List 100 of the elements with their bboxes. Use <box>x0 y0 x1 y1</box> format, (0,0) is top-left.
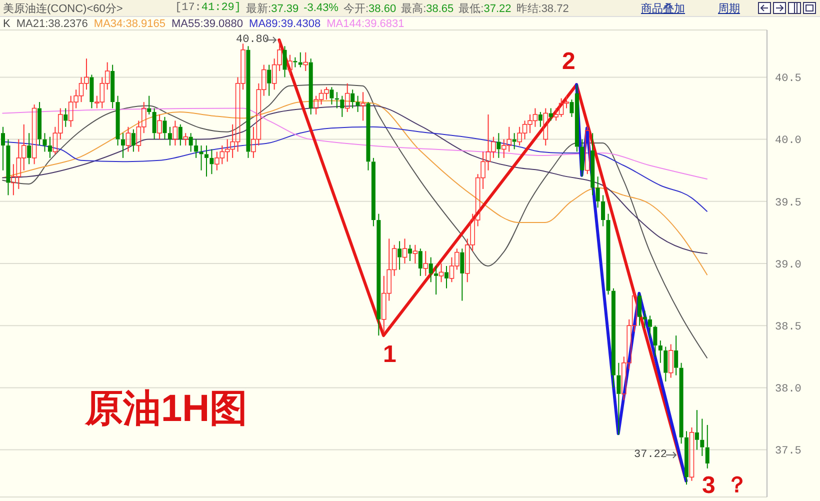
candlestick <box>147 95 152 115</box>
annotation: 1 <box>383 341 396 368</box>
candlestick <box>418 248 422 276</box>
candlestick <box>350 89 355 109</box>
candlestick <box>376 213 381 336</box>
candlestick <box>168 126 172 146</box>
y-tick-label: 40.0 <box>775 135 802 148</box>
candlestick <box>668 344 674 378</box>
text: 最高:38.65 <box>401 2 454 14</box>
text: 周期 <box>718 2 740 16</box>
y-tick-label: 39.0 <box>775 259 802 272</box>
candlestick <box>188 132 193 152</box>
candlestick <box>694 410 699 450</box>
text: 最低:37.22 <box>458 2 512 14</box>
candlestick <box>1 126 5 171</box>
text: 昨结:38.72 <box>516 2 569 14</box>
candlestick <box>282 46 287 78</box>
candlestick <box>700 418 704 457</box>
candlestick <box>48 136 52 158</box>
candlestick <box>428 256 433 283</box>
candlestick <box>27 132 32 165</box>
candlestick <box>157 114 162 140</box>
text: 今开:38.60 <box>343 2 396 14</box>
candlestick <box>402 238 408 264</box>
candlestick <box>110 64 115 109</box>
candlestick <box>679 362 684 444</box>
candlestick <box>246 46 250 158</box>
candlestick <box>434 265 438 296</box>
candlestick <box>131 128 136 152</box>
text: 最新:37.39 <box>246 2 299 14</box>
candlestick <box>38 102 42 146</box>
candlestick <box>42 132 47 152</box>
candlestick <box>356 95 360 112</box>
candlestick <box>496 132 501 158</box>
candlestick <box>689 426 694 482</box>
line-series <box>2 126 708 212</box>
text: MA55:39.0880 <box>171 18 244 30</box>
annotation: 37.22 <box>634 449 668 461</box>
candlestick <box>444 265 449 289</box>
candlestick <box>398 240 402 270</box>
candlestick <box>658 340 662 364</box>
candlestick <box>162 116 167 140</box>
candlestick <box>183 132 188 146</box>
candlestick <box>116 95 120 146</box>
candlestick <box>360 92 366 122</box>
candlestick <box>674 335 678 376</box>
annotation: ？ <box>726 472 748 497</box>
candlestick <box>512 132 516 150</box>
candlestick <box>172 120 178 146</box>
candlestick <box>267 64 272 96</box>
candlestick <box>308 58 313 115</box>
text: MA34:38.9165 <box>94 18 166 30</box>
candlestick <box>648 315 652 339</box>
candlestick <box>298 52 302 68</box>
annotation: 原油1H图 <box>85 388 248 430</box>
candlestick <box>204 145 208 178</box>
candlestick <box>543 108 548 146</box>
candlestick <box>664 346 668 382</box>
candlestick <box>616 362 621 436</box>
text: MA89:39.4308 <box>249 18 321 30</box>
y-tick-label: 38.5 <box>775 322 802 334</box>
candlestick <box>642 310 647 329</box>
candlestick <box>194 138 198 158</box>
candlestick <box>371 157 376 227</box>
candlestick <box>408 244 412 262</box>
candlestick <box>580 138 584 178</box>
line-series <box>2 108 708 180</box>
y-tick-label: 37.5 <box>775 446 802 458</box>
text: MA144:39.6831 <box>326 18 404 30</box>
candlestick <box>303 52 308 72</box>
candlestick <box>6 138 10 196</box>
candlestick <box>199 145 204 171</box>
candlestick <box>601 194 606 227</box>
candlestick <box>210 148 214 175</box>
chart-title: 美原油连(CONC)<60分> <box>3 2 124 16</box>
candlestick <box>90 74 94 109</box>
candlestick <box>423 250 428 276</box>
candlestick <box>330 86 334 106</box>
candlestick <box>152 108 156 140</box>
y-tick-label: 39.5 <box>775 197 802 210</box>
candlestick <box>344 82 350 112</box>
candlestick <box>548 108 553 122</box>
candlestick <box>293 56 298 68</box>
text: 商品叠加 <box>641 2 685 16</box>
text: -3.43% <box>304 2 338 14</box>
y-tick-label: 38.0 <box>775 384 802 396</box>
candlestick <box>596 176 600 208</box>
annotation: 2 <box>562 48 576 75</box>
candlestick <box>638 292 642 326</box>
annotation: 40.80 <box>236 34 270 46</box>
candlestick <box>653 325 658 358</box>
candlestick <box>684 430 689 486</box>
candlestick <box>64 108 68 128</box>
candlestick <box>178 124 182 146</box>
candlestick <box>590 132 595 196</box>
text: MA21:38.2376 <box>16 18 88 30</box>
candlestick <box>705 424 710 469</box>
candlestick <box>340 95 344 118</box>
annotation: K <box>3 18 10 30</box>
y-tick-label: 40.5 <box>775 73 802 86</box>
